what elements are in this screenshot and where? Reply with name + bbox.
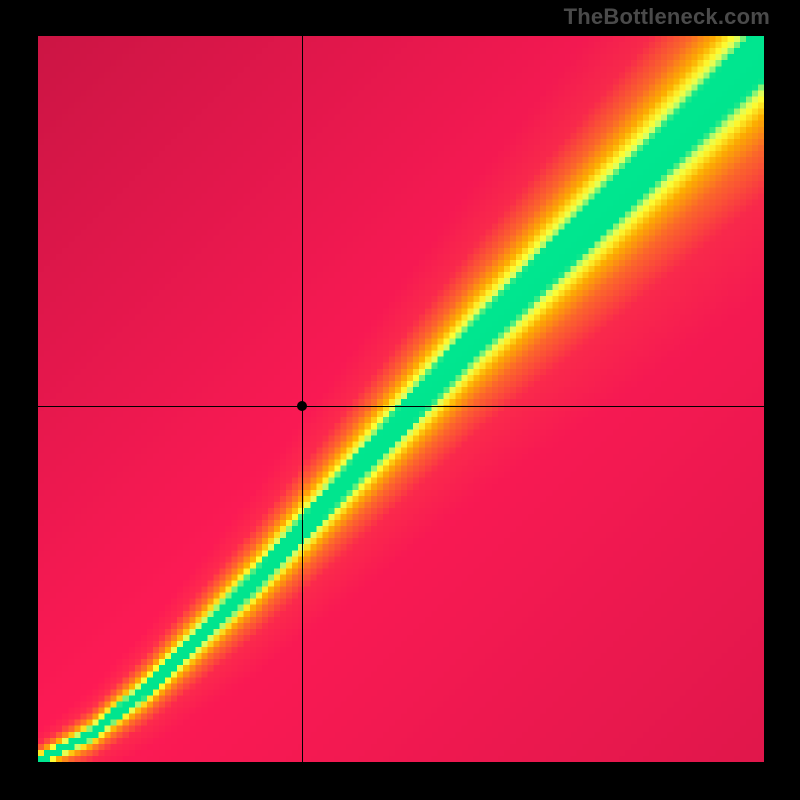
watermark-text: TheBottleneck.com: [564, 4, 770, 30]
config-marker: [297, 401, 307, 411]
stage: TheBottleneck.com: [0, 0, 800, 800]
bottleneck-heatmap: [38, 36, 764, 762]
crosshair-vertical: [302, 36, 303, 762]
crosshair-horizontal: [38, 406, 764, 407]
plot-area: [38, 36, 764, 762]
